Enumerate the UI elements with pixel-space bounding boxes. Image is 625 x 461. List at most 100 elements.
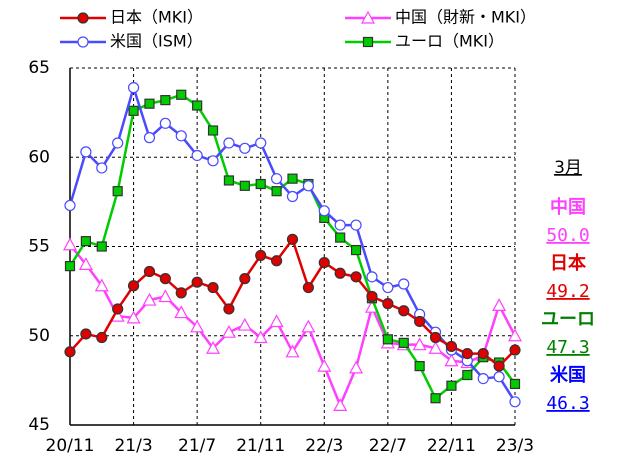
data-point [317,358,332,372]
data-point [429,331,442,344]
data-point [80,328,92,340]
data-point [126,310,141,324]
data-point [191,276,203,288]
data-point [62,237,78,251]
data-point [334,267,346,279]
latest-name: 日本 [550,252,586,274]
data-point [175,287,187,299]
data-point [253,330,268,344]
data-point [477,348,489,360]
legend-marker [362,36,374,48]
data-point [96,162,108,174]
latest-name: 中国 [550,196,586,218]
legend-marker [77,36,89,48]
data-point [160,95,171,106]
data-point [349,360,364,374]
data-point [94,278,109,292]
legend-label: 日本（MKI） [110,8,203,27]
data-point [366,271,378,283]
data-point [207,281,219,294]
data-point [493,371,505,383]
data-point [382,281,394,294]
data-point [398,278,410,290]
data-point [64,199,76,212]
data-point [80,236,91,247]
data-point [255,137,267,149]
data-point [414,360,425,372]
latest-value: 50.0 [546,225,589,246]
data-point [414,315,426,328]
data-point [223,175,235,186]
data-point [112,137,124,149]
data-point [334,219,346,231]
data-point [221,324,236,338]
y-tick-label: 45 [28,415,50,435]
legend-marker [360,10,376,24]
x-tick-label: 23/3 [496,436,534,456]
data-point [350,219,362,231]
data-point [255,178,266,190]
data-point [428,340,443,354]
legend-label: 中国（財新・MKI） [395,8,536,27]
data-point [192,100,203,111]
data-point [223,137,235,149]
data-point [286,233,299,245]
legend-marker [77,12,89,24]
data-point [128,105,139,116]
x-tick-label: 21/7 [178,436,216,456]
data-point [96,241,107,252]
data-point [382,334,393,345]
data-point [176,89,187,100]
data-point [492,298,507,312]
data-point [175,130,187,142]
data-point [461,348,473,360]
data-point [507,328,523,342]
data-point [80,146,92,158]
x-tick-label: 22/11 [427,436,476,456]
data-point [477,372,489,385]
data-point [159,117,171,129]
data-point [159,273,171,285]
data-point [335,232,346,243]
data-point [78,257,93,270]
data-point [269,314,284,328]
x-tick-label: 21/11 [236,436,285,456]
x-tick-label: 22/7 [369,436,407,456]
data-point [382,298,394,310]
y-tick-label: 60 [28,147,50,167]
data-point [301,319,316,333]
legend-label: 米国（ISM） [110,32,203,51]
y-tick-label: 65 [28,58,50,78]
data-point [509,378,521,390]
latest-value: 46.3 [546,393,589,414]
data-point [174,305,189,319]
data-point [239,142,251,154]
data-point [239,273,251,285]
x-tick-label: 20/11 [46,436,95,456]
data-point [444,353,459,367]
data-point [271,255,283,267]
data-point [462,369,473,381]
data-point [64,261,76,272]
data-point [191,149,203,162]
latest-name: ユーロ [541,309,595,330]
data-point [144,98,155,109]
data-point [64,346,76,358]
data-point [142,292,157,306]
data-point [271,173,283,185]
data-point [206,340,221,354]
data-point [412,337,427,351]
data-point [127,82,140,94]
data-point [350,244,362,256]
data-point [127,280,140,292]
data-point [287,173,298,184]
x-tick-label: 21/3 [114,436,152,456]
data-point [143,265,156,278]
data-point [366,290,378,303]
data-point [237,317,252,331]
data-point [302,281,314,294]
x-tick-label: 22/3 [305,436,343,456]
data-point [509,396,521,408]
data-point [190,319,205,333]
legend-label: ユーロ（MKI） [395,32,504,51]
